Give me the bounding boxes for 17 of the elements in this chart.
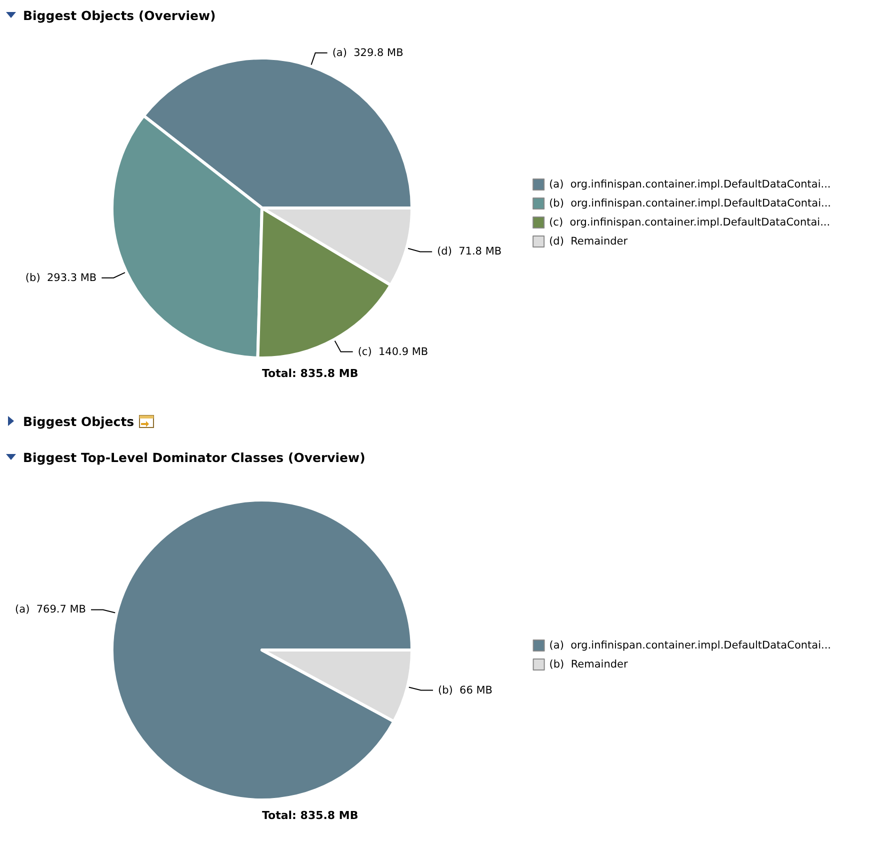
- data-label: (a) 769.7 MB: [15, 604, 86, 616]
- data-label: (b) 66 MB: [438, 684, 492, 696]
- legend-label: (d) Remainder: [549, 236, 628, 248]
- legend-label: (c) org.infinispan.container.impl.DefaultDataContai...: [549, 216, 830, 228]
- text: Total: 835.8 MB: [262, 367, 358, 380]
- data-label: (c) 140.9 MB: [358, 346, 428, 358]
- text: Total: 835.8 MB: [262, 809, 358, 822]
- chart-title: Biggest Objects (Overview): [23, 8, 216, 22]
- chart-title: Biggest Top-Level Dominator Classes (Overview): [23, 450, 366, 464]
- data-label: (b) 293.3 MB: [25, 272, 97, 284]
- data-label: (d) 71.8 MB: [437, 246, 502, 258]
- text: Biggest Objects: [23, 414, 134, 428]
- legend-label: (b) Remainder: [549, 658, 628, 670]
- legend-label: (a) org.infinispan.container.impl.DefaultDataContai...: [549, 178, 831, 190]
- data-label: (a) 329.8 MB: [332, 46, 404, 59]
- legend-label: (a) org.infinispan.container.impl.DefaultDataContai...: [549, 640, 832, 652]
- legend-label: (b) org.infinispan.container.impl.DefaultDataContai...: [549, 198, 832, 210]
